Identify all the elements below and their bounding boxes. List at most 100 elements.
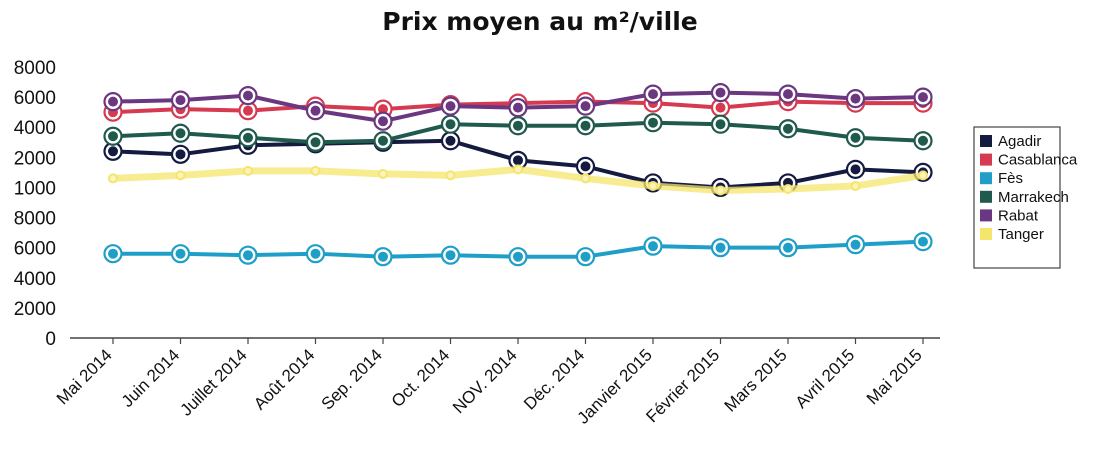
series-rabat	[103, 82, 933, 131]
data-point-core	[513, 120, 523, 131]
x-tick-label: Déc. 2014	[520, 345, 588, 413]
legend-swatch	[980, 172, 992, 185]
data-point-core	[715, 242, 726, 253]
x-tick-label: Avril 2015	[792, 345, 859, 412]
data-point-core	[243, 90, 253, 101]
data-point-core	[850, 132, 861, 143]
legend-swatch	[980, 135, 992, 147]
x-tick-label: Juin 2014	[118, 345, 184, 411]
y-tick-label: 4000	[14, 118, 56, 139]
data-point-core	[378, 251, 388, 262]
data-point-core	[513, 251, 523, 262]
data-point	[175, 170, 186, 181]
y-tick-label: 6000	[14, 239, 56, 260]
data-point-core	[580, 251, 591, 262]
data-point-core	[175, 128, 186, 139]
data-point-core	[783, 89, 793, 100]
x-tick-label: Août 2014	[250, 345, 318, 413]
data-point	[378, 168, 388, 179]
data-point-core	[243, 132, 253, 143]
x-tick-label: Juillet 2014	[177, 345, 251, 419]
y-tick-label: 6000	[14, 88, 56, 109]
data-point-core	[243, 105, 253, 116]
x-tick-label: NOV. 2014	[449, 345, 521, 417]
data-point-core	[108, 131, 118, 142]
data-point-core	[108, 96, 118, 107]
data-point	[445, 170, 456, 181]
series-fs	[103, 232, 933, 267]
x-tick-label: Mai 2015	[863, 345, 926, 408]
data-point-core	[108, 248, 118, 259]
data-point-core	[648, 117, 658, 128]
legend-swatch	[980, 228, 992, 240]
x-tick-label: Février 2015	[642, 345, 723, 426]
data-point-core	[715, 119, 726, 130]
data-point	[513, 164, 523, 175]
data-point-core	[580, 101, 591, 112]
data-point-core	[310, 105, 321, 116]
y-tick-label: 1000	[14, 178, 56, 199]
data-point-core	[445, 119, 456, 130]
data-point	[310, 165, 321, 176]
data-point-core	[850, 164, 861, 175]
data-point-core	[850, 239, 861, 250]
data-point-core	[175, 95, 186, 106]
data-point-core	[715, 102, 726, 113]
data-point-core	[918, 135, 928, 146]
data-point-core	[445, 250, 456, 261]
data-point	[783, 183, 793, 194]
legend-swatch	[980, 190, 992, 203]
data-point-core	[648, 89, 658, 100]
data-point-core	[378, 135, 388, 146]
data-point	[715, 185, 726, 196]
legend-label: Agadir	[998, 133, 1041, 150]
data-point	[918, 170, 928, 181]
y-tick-label: 4000	[14, 269, 56, 290]
legend-label: Tanger	[998, 226, 1044, 243]
data-point-core	[175, 248, 186, 259]
x-tick-label: Sep. 2014	[318, 345, 386, 413]
data-point-core	[378, 104, 388, 115]
data-point	[850, 180, 861, 191]
y-tick-label: 2000	[14, 148, 56, 169]
legend-swatch	[980, 153, 992, 166]
y-tick-label: 2000	[14, 299, 56, 320]
legend-label: Fès	[998, 170, 1023, 187]
y-tick-label: 0	[45, 329, 56, 350]
axes: 0 2000 4000 6000 8000 1000 2000 4000 6000 8000 Mai…	[14, 58, 940, 428]
data-point	[648, 180, 658, 191]
data-point-core	[783, 242, 793, 253]
data-point-core	[175, 149, 186, 160]
data-point-core	[310, 248, 321, 259]
chart-title: Prix moyen au m²/ville	[382, 7, 698, 36]
series-marrakech	[103, 113, 933, 152]
data-point-core	[445, 101, 456, 112]
data-point	[243, 165, 253, 176]
data-point-core	[715, 87, 726, 98]
x-tick-label: Mars 2015	[721, 345, 791, 415]
y-tick-label: 8000	[14, 209, 56, 230]
data-point-core	[445, 135, 456, 146]
data-point-core	[513, 102, 523, 113]
data-point-core	[580, 161, 591, 172]
data-point-core	[850, 93, 861, 104]
series-tanger	[108, 164, 928, 196]
data-point-core	[243, 250, 253, 261]
y-tick-label: 8000	[14, 58, 56, 79]
data-point	[108, 173, 118, 184]
data-point-core	[918, 236, 928, 247]
x-tick-label: Oct. 2014	[388, 345, 454, 411]
data-point-core	[918, 92, 928, 103]
legend-label: Casablanca	[998, 152, 1078, 169]
legend-label: Rabat	[998, 207, 1039, 224]
series-group	[103, 82, 933, 267]
legend-label: Marrakech	[998, 189, 1069, 206]
x-tick-label: Mai 2014	[53, 345, 116, 408]
data-point-core	[513, 155, 523, 166]
data-point-core	[783, 123, 793, 134]
legend-swatch	[980, 209, 992, 222]
data-point-core	[310, 137, 321, 148]
